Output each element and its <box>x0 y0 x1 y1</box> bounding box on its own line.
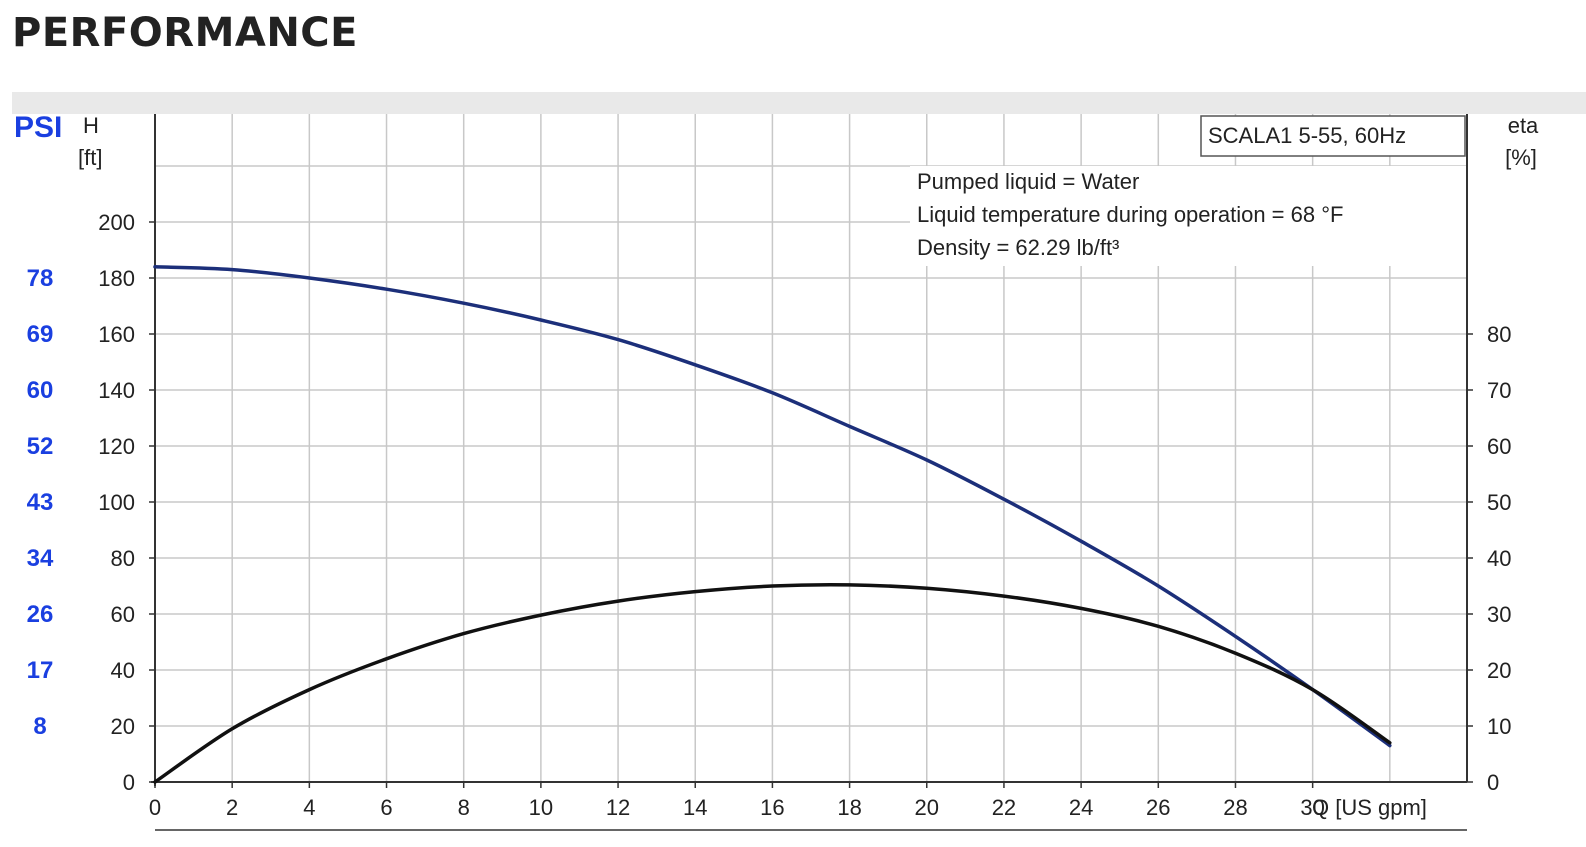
y-left-tick-label: 0 <box>123 770 135 795</box>
x-tick-label: 12 <box>606 795 630 820</box>
y-right-axis-unit: [%] <box>1505 145 1537 170</box>
y-right-tick-label: 40 <box>1487 546 1511 571</box>
x-tick-label: 18 <box>837 795 861 820</box>
model-label-box <box>1200 115 1466 157</box>
psi-tick-label: 60 <box>27 377 54 404</box>
y-right-tick-label: 30 <box>1487 602 1511 627</box>
x-tick-label: 16 <box>760 795 784 820</box>
y-right-tick-label: 50 <box>1487 490 1511 515</box>
x-tick-label: 10 <box>529 795 553 820</box>
psi-tick-label: 8 <box>33 713 46 740</box>
chart-note: Density = 62.29 lb/ft³ <box>917 235 1119 260</box>
y-left-tick-label: 120 <box>98 434 135 459</box>
x-tick-label: 30 <box>1300 795 1324 820</box>
psi-axis-label: PSI <box>14 111 62 144</box>
y-left-tick-label: 200 <box>98 210 135 235</box>
psi-tick-label: 52 <box>27 433 54 460</box>
notes-background <box>910 166 1466 266</box>
y-left-tick-label: 40 <box>111 658 135 683</box>
page-title: PERFORMANCE <box>12 10 358 56</box>
x-tick-label: 20 <box>915 795 939 820</box>
psi-tick-label: 34 <box>27 545 54 572</box>
x-tick-label: 22 <box>992 795 1016 820</box>
chart-note: Pumped liquid = Water <box>917 169 1139 194</box>
psi-tick-label: 26 <box>27 601 54 628</box>
efficiency-curve <box>153 583 1392 784</box>
y-right-tick-label: 20 <box>1487 658 1511 683</box>
y-left-tick-label: 60 <box>111 602 135 627</box>
header-band <box>12 92 1586 114</box>
x-axis-label: Q [US gpm] <box>1312 795 1427 820</box>
x-tick-label: 0 <box>149 795 161 820</box>
head-curve <box>153 265 1392 748</box>
x-tick-label: 4 <box>303 795 315 820</box>
x-tick-label: 14 <box>683 795 707 820</box>
y-right-tick-label: 10 <box>1487 714 1511 739</box>
y-left-axis-label: H <box>83 113 99 138</box>
y-left-tick-label: 100 <box>98 490 135 515</box>
psi-tick-label: 17 <box>27 657 54 684</box>
y-right-tick-label: 0 <box>1487 770 1499 795</box>
model-label: SCALA1 5-55, 60Hz <box>1208 123 1406 148</box>
y-right-axis-label: eta <box>1508 113 1539 138</box>
y-left-axis-unit: [ft] <box>78 145 102 170</box>
psi-tick-label: 78 <box>27 265 54 292</box>
y-left-tick-label: 20 <box>111 714 135 739</box>
x-tick-label: 6 <box>380 795 392 820</box>
y-left-tick-label: 140 <box>98 378 135 403</box>
psi-tick-label: 69 <box>27 321 54 348</box>
y-right-tick-label: 70 <box>1487 378 1511 403</box>
y-right-tick-label: 60 <box>1487 434 1511 459</box>
x-tick-label: 24 <box>1069 795 1093 820</box>
y-right-tick-label: 80 <box>1487 322 1511 347</box>
psi-tick-label: 43 <box>27 489 54 516</box>
x-tick-label: 8 <box>458 795 470 820</box>
x-tick-label: 2 <box>226 795 238 820</box>
x-tick-label: 28 <box>1223 795 1247 820</box>
y-left-tick-label: 180 <box>98 266 135 291</box>
x-tick-label: 26 <box>1146 795 1170 820</box>
chart-note: Liquid temperature during operation = 68… <box>917 202 1343 227</box>
y-left-tick-label: 80 <box>111 546 135 571</box>
y-left-tick-label: 160 <box>98 322 135 347</box>
